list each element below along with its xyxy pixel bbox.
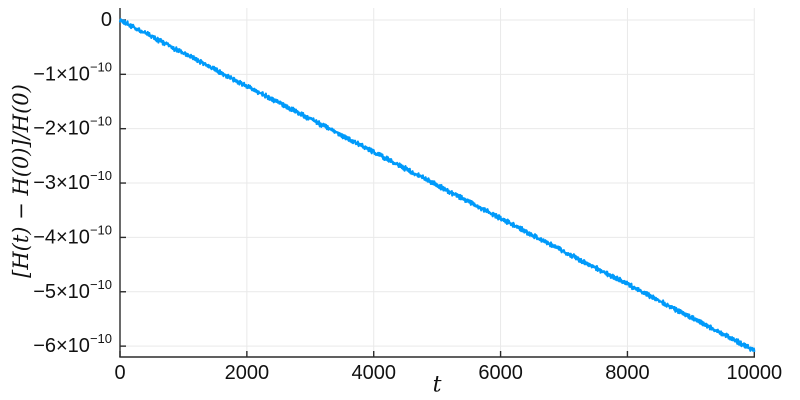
y-tick-label: −5×10−10 (33, 276, 112, 303)
y-tick-label: −3×10−10 (33, 168, 112, 195)
y-tick-label: −1×10−10 (33, 59, 112, 86)
x-tick-label: 4000 (351, 362, 396, 384)
x-tick-label: 2000 (225, 362, 270, 384)
x-tick-label: 8000 (605, 362, 650, 384)
x-tick-label: 0 (114, 362, 125, 384)
y-tick-label: −2×10−10 (33, 113, 112, 140)
y-tick-label: −6×10−10 (33, 331, 112, 358)
x-tick-label: 6000 (478, 362, 523, 384)
x-tick-label: 10000 (726, 362, 782, 384)
y-tick-label: 0 (101, 9, 112, 31)
y-tick-label: −4×10−10 (33, 222, 112, 249)
series-line-relative-energy-error (118, 18, 756, 353)
